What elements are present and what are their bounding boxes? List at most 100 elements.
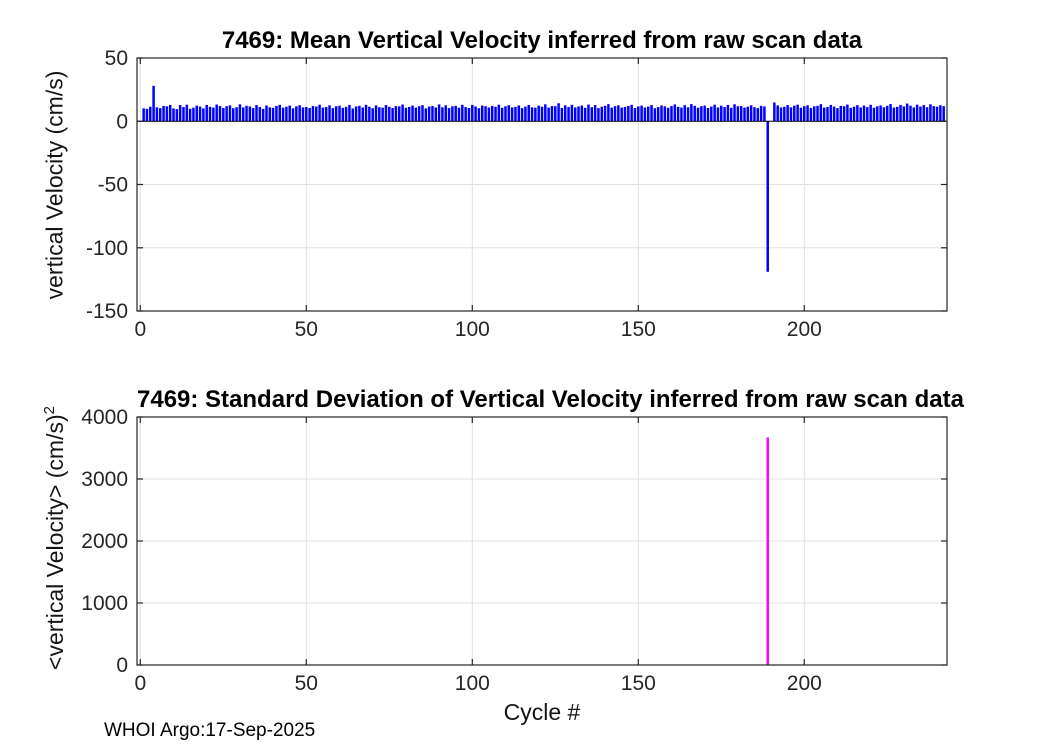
bottom-chart-ylabel: <vertical Velocity> (cm/s)2: [41, 406, 69, 670]
y-tick-label: -100: [86, 237, 128, 260]
x-tick-label: 200: [787, 318, 822, 341]
bar: [324, 107, 328, 122]
bar: [617, 105, 620, 122]
y-tick-label: 2000: [81, 530, 128, 553]
bar: [593, 105, 597, 122]
bar: [540, 106, 544, 122]
bar: [786, 105, 789, 122]
bar: [812, 106, 816, 122]
bar: [673, 104, 677, 122]
bar: [384, 105, 388, 122]
bar: [165, 106, 169, 122]
bar: [656, 107, 660, 122]
bar: [285, 106, 288, 122]
bar: [776, 105, 779, 122]
bar: [882, 107, 886, 122]
bar: [464, 107, 467, 122]
bar: [467, 107, 471, 122]
top-chart-ylabel: vertical Velocity (cm/s): [42, 71, 69, 300]
bar: [706, 107, 710, 122]
bar: [922, 105, 926, 122]
y-tick-label: 50: [105, 47, 128, 70]
bar: [736, 106, 740, 122]
bar: [351, 108, 355, 122]
bar: [743, 107, 746, 122]
bar: [504, 106, 507, 122]
bar: [368, 106, 371, 122]
bar: [660, 105, 663, 122]
bar: [457, 107, 461, 122]
bar: [759, 105, 763, 122]
bar: [288, 105, 291, 122]
bar: [424, 108, 428, 122]
bar: [185, 104, 189, 122]
bar: [271, 107, 275, 122]
bar: [806, 105, 809, 122]
bar: [600, 106, 603, 122]
bar: [826, 106, 829, 122]
bar: [819, 104, 823, 122]
bar: [799, 107, 803, 122]
bar: [494, 106, 497, 122]
y-tick-label: 1000: [81, 592, 128, 615]
x-tick-label: 100: [455, 672, 490, 695]
bar: [510, 107, 514, 122]
bar: [932, 106, 935, 122]
bar: [318, 104, 321, 122]
y-tick-label: 3000: [81, 468, 128, 491]
bar: [547, 107, 550, 122]
bar: [328, 105, 331, 122]
bar: [228, 105, 232, 122]
bar: [746, 106, 750, 122]
bottom-chart-title: 7469: Standard Deviation of Vertical Vel…: [137, 386, 964, 413]
bar: [627, 105, 630, 122]
bar: [789, 107, 793, 122]
bar: [251, 108, 255, 122]
bar: [783, 106, 786, 122]
bar: [225, 106, 228, 122]
bar: [749, 105, 753, 122]
bar: [912, 107, 916, 122]
bar: [275, 105, 278, 122]
bar: [577, 106, 580, 122]
bar: [477, 108, 481, 122]
bar: [202, 108, 205, 122]
bar: [859, 107, 862, 122]
bar: [856, 105, 859, 122]
bar: [155, 107, 159, 122]
bar: [563, 105, 567, 122]
bar: [852, 106, 856, 122]
bar: [686, 107, 690, 122]
x-tick-label: 50: [295, 672, 318, 695]
y-tick-label: -150: [86, 300, 128, 323]
bar: [909, 105, 912, 122]
bar: [255, 105, 258, 122]
bar: [723, 107, 726, 122]
y-tick-label: -50: [98, 174, 128, 197]
bar: [437, 104, 441, 122]
bar: [793, 105, 796, 122]
bar: [481, 105, 484, 122]
bar: [796, 104, 799, 122]
bar: [779, 107, 783, 122]
bar: [248, 106, 252, 122]
bar: [301, 107, 305, 122]
bar: [703, 105, 706, 122]
bar: [298, 105, 301, 122]
bar: [500, 107, 504, 122]
bar: [822, 107, 826, 122]
bar: [162, 105, 165, 122]
bar: [175, 109, 179, 122]
bar: [663, 106, 667, 122]
x-tick-label: 200: [787, 672, 822, 695]
bar: [517, 105, 521, 122]
bar: [567, 107, 570, 122]
bar: [809, 107, 813, 122]
bar: [895, 106, 899, 122]
bar: [560, 107, 564, 122]
bottom-chart-ylabel-superscript: 2: [41, 406, 59, 415]
bar: [670, 106, 673, 122]
bar: [869, 104, 872, 122]
